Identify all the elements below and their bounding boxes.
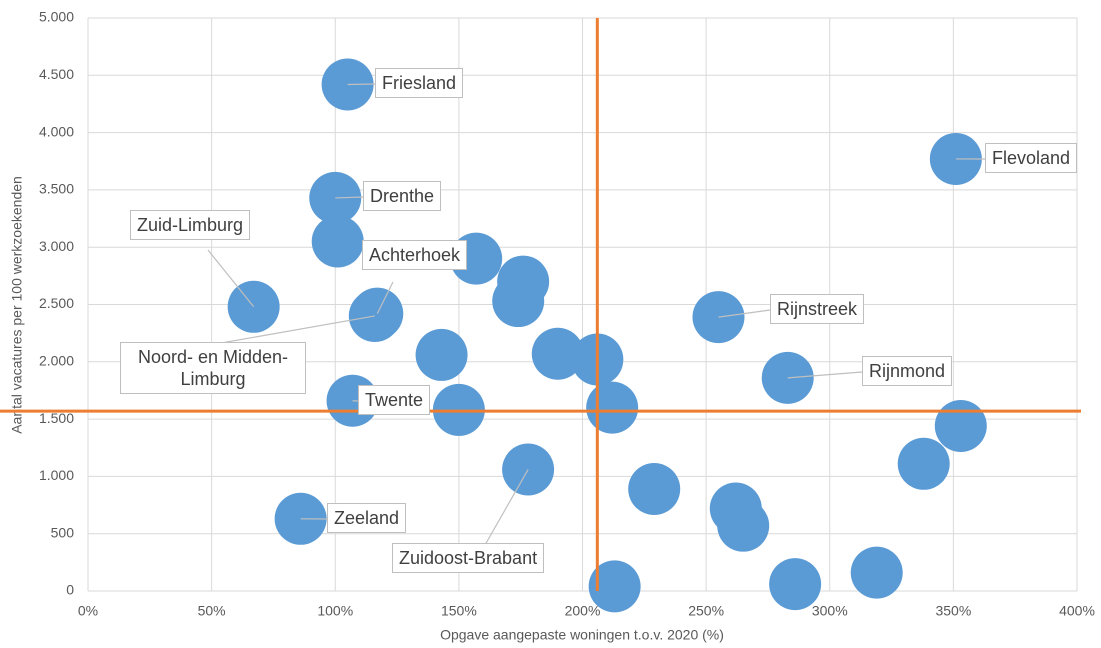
x-tick-label: 50% — [198, 603, 226, 619]
point-label: Noord- en Midden-Limburg — [120, 342, 306, 394]
x-axis-title: Opgave aangepaste woningen t.o.v. 2020 (… — [440, 627, 724, 643]
bubble — [850, 546, 903, 599]
x-tick-label: 150% — [441, 603, 477, 619]
point-label: Rijnstreek — [770, 294, 865, 324]
bubble — [588, 560, 641, 613]
point-label: Zuidoost-Brabant — [392, 543, 545, 573]
x-tick-label: 300% — [812, 603, 848, 619]
point-label: Friesland — [375, 68, 464, 98]
x-tick-label: 250% — [688, 603, 724, 619]
point-label: Zuid-Limburg — [130, 210, 251, 240]
bubble — [897, 437, 950, 490]
x-tick-label: 200% — [565, 603, 601, 619]
leader-line — [335, 196, 364, 199]
y-tick-label: 3.500 — [39, 181, 74, 197]
point-label: Rijnmond — [862, 356, 953, 386]
leader-line — [718, 309, 771, 318]
y-tick-label: 1.000 — [39, 467, 74, 483]
point-label: Achterhoek — [362, 240, 468, 270]
bubble — [769, 558, 822, 611]
bubble — [628, 463, 681, 516]
bubble — [415, 328, 468, 381]
y-tick-label: 4.500 — [39, 66, 74, 82]
point-label: Flevoland — [985, 143, 1078, 173]
point-label: Drenthe — [363, 181, 442, 211]
y-tick-label: 3.000 — [39, 238, 74, 254]
bubble — [934, 399, 987, 452]
leader-line — [376, 281, 394, 314]
y-tick-label: 0 — [66, 582, 74, 598]
y-tick-label: 5.000 — [39, 9, 74, 25]
leader-line — [207, 249, 255, 308]
point-label: Twente — [358, 385, 431, 415]
leader-line — [787, 371, 863, 379]
point-label: Zeeland — [327, 503, 407, 533]
bubble — [492, 275, 545, 328]
x-tick-label: 100% — [317, 603, 353, 619]
y-tick-label: 2.500 — [39, 295, 74, 311]
y-tick-label: 2.000 — [39, 353, 74, 369]
bubble — [586, 381, 639, 434]
y-axis-title: Aantal vacatures per 100 werkzoekenden — [9, 176, 25, 434]
x-tick-label: 0% — [78, 603, 98, 619]
bubble — [311, 215, 364, 268]
bubble — [531, 327, 584, 380]
bubble — [717, 499, 770, 552]
y-tick-label: 1.500 — [39, 410, 74, 426]
leader-line — [484, 469, 529, 546]
x-tick-label: 400% — [1059, 603, 1095, 619]
x-tick-label: 350% — [935, 603, 971, 619]
leader-line — [209, 315, 375, 346]
y-tick-label: 500 — [51, 524, 75, 540]
y-tick-label: 4.000 — [39, 123, 74, 139]
